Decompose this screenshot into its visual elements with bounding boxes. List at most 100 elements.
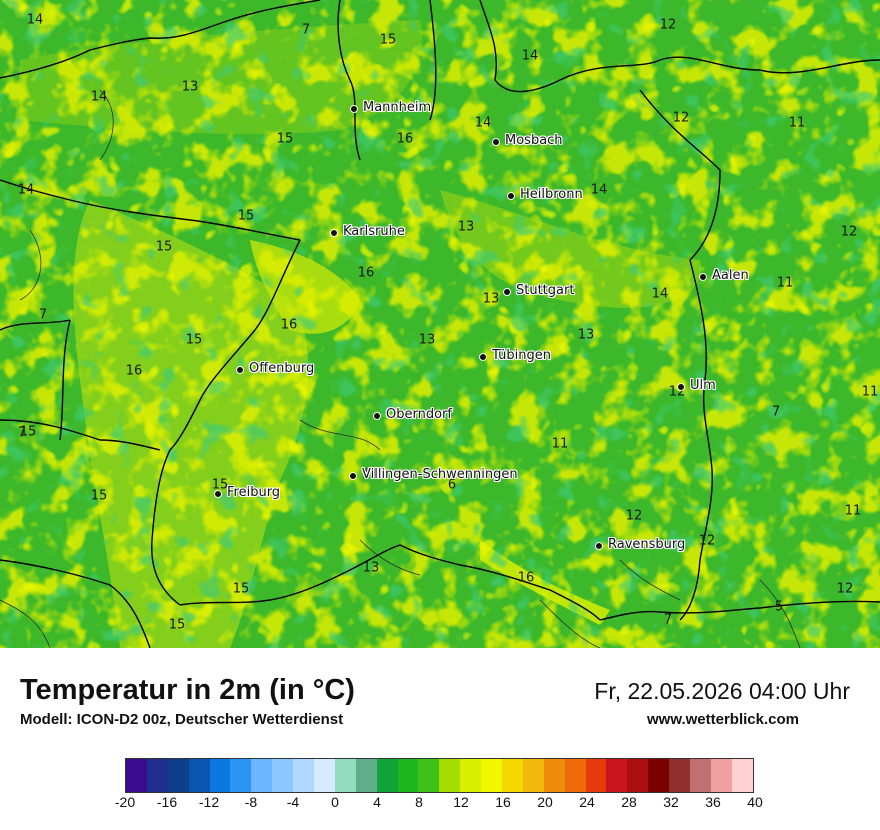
legend-swatch [334, 759, 356, 792]
temperature-label: 11 [788, 115, 806, 131]
legend-swatch [146, 759, 168, 792]
model-source: Modell: ICON-D2 00z, Deutscher Wetterdie… [20, 711, 344, 728]
temperature-label: 11 [844, 503, 862, 519]
legend-tick-label: -16 [156, 794, 178, 810]
legend-swatch [627, 759, 649, 792]
temperature-label: 14 [590, 182, 608, 198]
temperature-label: 11 [776, 275, 794, 291]
legend-swatch [669, 759, 691, 792]
legend-tick-label: 4 [373, 794, 381, 810]
temperature-label: 15 [90, 488, 108, 504]
temperature-label: 16 [357, 265, 375, 281]
city-label: Freiburg [227, 485, 281, 500]
legend-swatch [690, 759, 711, 792]
legend-swatch [355, 759, 377, 792]
legend-swatch [167, 759, 189, 792]
district-borders [0, 89, 801, 648]
legend-tick-label: 24 [579, 794, 595, 810]
map-title: Temperatur in 2m (in °C) [20, 674, 355, 706]
temperature-label-hidden: 7 [17, 425, 27, 441]
city-label: Ulm [690, 378, 716, 393]
temperature-label: 7 [771, 404, 781, 420]
legend-tick-label: 0 [331, 794, 339, 810]
temperature-label: 15 [379, 32, 397, 48]
temperature-label: 15 [237, 208, 255, 224]
city-label: Tübingen [492, 348, 551, 363]
city-label: Mosbach [505, 133, 563, 148]
city-dot [492, 138, 500, 146]
temperature-label: 7 [301, 22, 311, 38]
temperature-label: 15 [168, 617, 186, 633]
temperature-label: 15 [232, 581, 250, 597]
legend-tick-label: 32 [663, 794, 679, 810]
temperature-label: 14 [651, 286, 669, 302]
legend-swatch [502, 759, 523, 792]
legend-tick-label: 40 [747, 794, 763, 810]
temperature-label: 12 [672, 110, 690, 126]
temperature-label: 12 [659, 17, 677, 33]
legend-tick-label: -8 [244, 794, 258, 810]
legend-tick-label: -4 [286, 794, 300, 810]
legend-swatch [230, 759, 252, 792]
legend-swatch [481, 759, 503, 792]
legend-swatch [126, 759, 147, 792]
legend-tick-label: 8 [415, 794, 423, 810]
city-label: Karlsruhe [343, 224, 405, 239]
website-link[interactable]: www.wetterblick.com [647, 711, 799, 728]
temperature-label: 14 [26, 12, 44, 28]
city-label: Stuttgart [516, 283, 575, 298]
legend-ticks: -20 -16 -12 -8 -4 0 4 8 12 16 20 24 28 32 36 40 [0, 794, 880, 814]
color-legend [125, 758, 754, 793]
temperature-label: 11 [551, 436, 569, 452]
temperature-label: 13 [577, 327, 595, 343]
temperature-label: 13 [362, 560, 380, 576]
texture-cool [0, 0, 880, 648]
temperature-label: 5 [774, 599, 784, 615]
temperature-label: 16 [125, 363, 143, 379]
state-borders [0, 0, 880, 648]
temperature-map[interactable]: 14 7 15 14 12 14 13 14 12 11 15 16 14 14… [0, 0, 880, 648]
city-dot [236, 366, 244, 374]
temperature-label: 6 [447, 477, 457, 493]
temperature-label: 14 [521, 48, 539, 64]
temperature-label: 16 [396, 131, 414, 147]
city-dot [699, 273, 707, 281]
city-dot [507, 192, 515, 200]
temperature-label: 15 [276, 131, 294, 147]
temperature-label: 15 [185, 332, 203, 348]
temperature-label: 15 [211, 477, 229, 493]
city-dot [595, 542, 603, 550]
city-dot [479, 353, 487, 361]
legend-swatch [731, 759, 753, 792]
city-label: Aalen [712, 268, 749, 283]
temperature-label: 15 [19, 424, 37, 440]
legend-swatch [439, 759, 461, 792]
temperature-label: 13 [482, 291, 500, 307]
temperature-label: 11 [361, 467, 379, 483]
legend-swatch [272, 759, 294, 792]
temperature-label: 15 [155, 239, 173, 255]
temperature-label: 13 [418, 332, 436, 348]
temperature-label: 12 [625, 508, 643, 524]
legend-swatch [188, 759, 210, 792]
temperature-label: 16 [517, 570, 535, 586]
city-dot [330, 229, 338, 237]
map-canvas [0, 0, 880, 648]
city-dot [349, 472, 357, 480]
legend-tick-label: -20 [114, 794, 136, 810]
legend-swatch [522, 759, 544, 792]
city-label: Ravensburg [608, 537, 686, 552]
legend-swatch [209, 759, 231, 792]
temperature-label: 16 [280, 317, 298, 333]
city-dot [214, 490, 222, 498]
legend-swatch [606, 759, 628, 792]
legend-swatch [460, 759, 482, 792]
temperature-label: 11 [861, 384, 879, 400]
city-dot [350, 105, 358, 113]
city-dot [677, 383, 685, 391]
city-label: Offenburg [249, 361, 315, 376]
city-label: Villingen-Schwenningen [362, 467, 518, 482]
city-dot [373, 412, 381, 420]
city-dot [503, 288, 511, 296]
city-label: Oberndorf [386, 407, 452, 422]
